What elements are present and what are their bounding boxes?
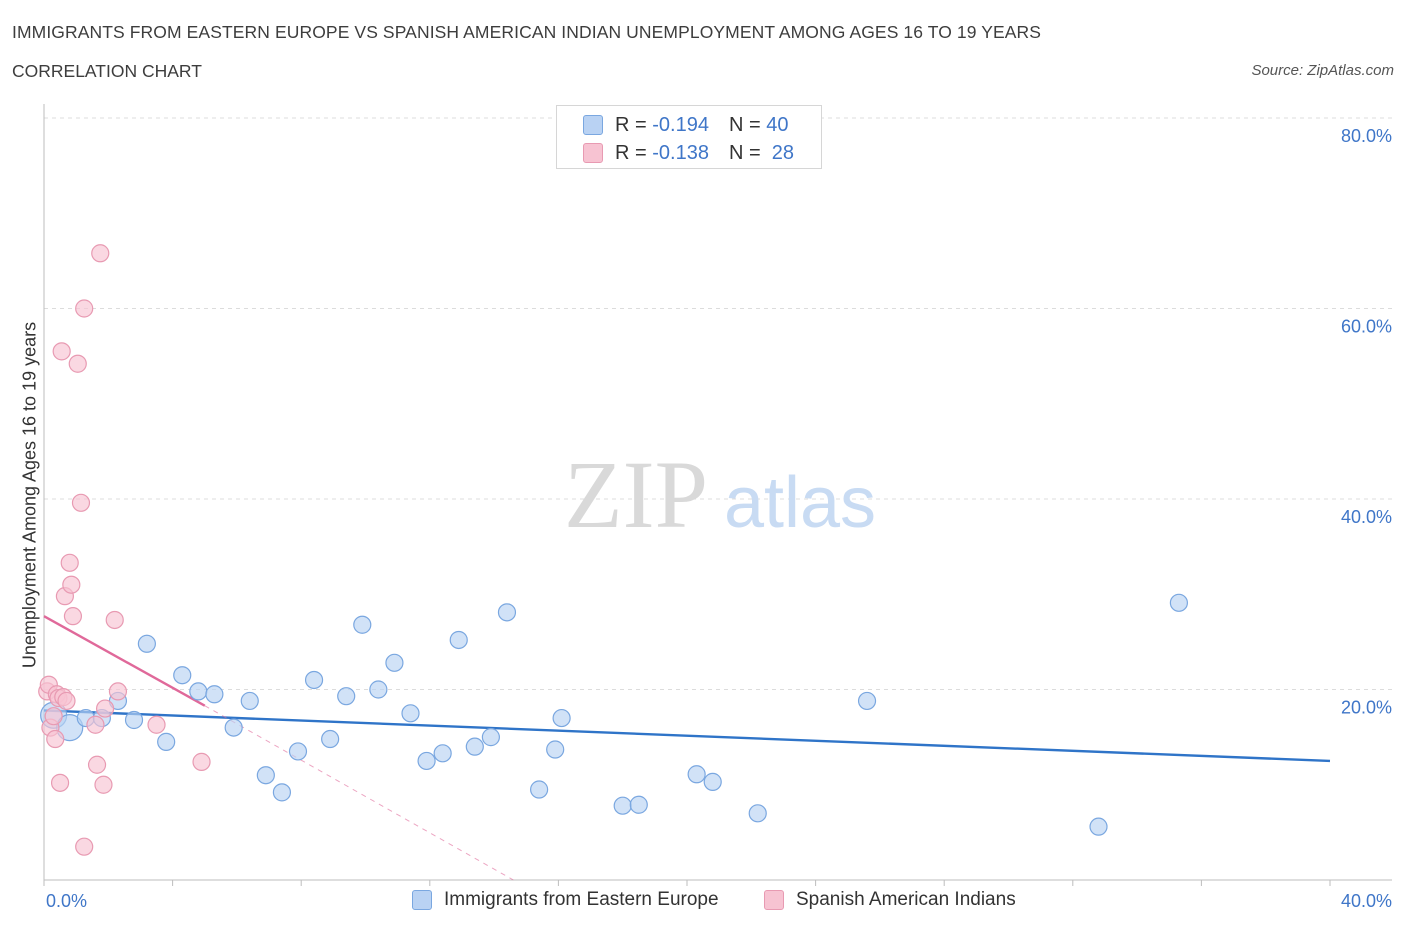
grid-lines	[44, 117, 1392, 690]
legend-row-series1: R = -0.194 N = 40	[583, 113, 788, 137]
point-spanish-american-indian	[50, 773, 70, 792]
point-eastern-europe	[272, 783, 292, 802]
point-spanish-american-indian	[147, 715, 166, 734]
point-spanish-american-indian	[62, 575, 81, 594]
point-eastern-europe	[353, 615, 372, 634]
point-eastern-europe	[552, 708, 571, 728]
point-eastern-europe	[465, 737, 484, 756]
point-eastern-europe	[205, 685, 224, 704]
point-eastern-europe	[173, 666, 192, 685]
trend-lines	[43, 615, 1331, 881]
x-tick-label-min: 0.0%	[46, 891, 87, 911]
point-eastern-europe	[157, 732, 176, 751]
point-eastern-europe	[546, 740, 565, 759]
legend-n-value-series1: 40	[766, 113, 789, 136]
legend-n-label: N =	[728, 113, 761, 136]
point-eastern-europe	[256, 766, 275, 785]
bottom-legend-series1: Immigrants from Eastern Europe	[412, 889, 719, 911]
legend-n-value-series2: 28	[771, 141, 795, 164]
point-spanish-american-indian	[95, 699, 115, 718]
y-tick-label: 60.0%	[1341, 317, 1392, 337]
point-spanish-american-indian	[91, 244, 110, 263]
tick-labels: 20.0% 40.0% 60.0% 80.0% 0.0% 40.0%	[46, 126, 1392, 911]
point-eastern-europe	[124, 710, 144, 730]
legend-swatch-pink	[583, 143, 603, 163]
trendline-spanish-american-indian-extension	[204, 705, 514, 881]
point-eastern-europe	[137, 634, 156, 653]
point-spanish-american-indian	[75, 837, 94, 856]
point-spanish-american-indian	[57, 691, 76, 711]
point-spanish-american-indian	[105, 610, 124, 630]
point-spanish-american-indian	[86, 715, 105, 734]
point-eastern-europe	[369, 680, 388, 699]
point-spanish-american-indian	[192, 752, 211, 771]
y-tick-label: 80.0%	[1341, 126, 1392, 146]
source-credit: Source: ZipAtlas.com	[1251, 62, 1394, 79]
bottom-legend-swatch-pink	[764, 890, 784, 910]
point-spanish-american-indian	[63, 607, 83, 626]
point-spanish-american-indian	[108, 682, 128, 701]
legend-r-label: R =	[615, 141, 647, 164]
point-eastern-europe	[703, 772, 722, 791]
point-spanish-american-indian	[44, 707, 63, 726]
data-points	[38, 244, 1188, 856]
correlation-legend: R = -0.194 N = 40 R = -0.138 N = 28	[556, 105, 822, 169]
point-eastern-europe	[1089, 817, 1108, 836]
chart-subtitle: CORRELATION CHART	[12, 61, 202, 81]
point-eastern-europe	[1169, 593, 1188, 612]
trendline-spanish-american-indian	[43, 615, 206, 707]
point-eastern-europe	[321, 729, 340, 749]
bottom-legend-series2: Spanish American Indians	[764, 889, 1016, 911]
point-eastern-europe	[613, 796, 632, 815]
legend-r-value-series2: -0.138	[652, 141, 709, 164]
point-eastern-europe	[530, 780, 549, 799]
point-eastern-europe	[288, 742, 308, 761]
y-tick-label: 20.0%	[1341, 698, 1392, 718]
point-spanish-american-indian	[60, 553, 79, 572]
chart-title: IMMIGRANTS FROM EASTERN EUROPE VS SPANIS…	[12, 22, 1042, 42]
watermark-atlas: atlas	[724, 463, 876, 543]
point-spanish-american-indian	[52, 342, 71, 361]
point-eastern-europe	[417, 751, 436, 771]
point-eastern-europe	[401, 704, 420, 723]
legend-swatch-blue	[583, 115, 603, 135]
legend-r-value-series1: -0.194	[652, 113, 709, 136]
bottom-legend-swatch-blue	[412, 890, 432, 910]
bottom-legend-label-series2: Spanish American Indians	[796, 889, 1016, 910]
point-eastern-europe	[481, 728, 500, 747]
point-spanish-american-indian	[94, 775, 113, 794]
point-eastern-europe	[857, 691, 877, 711]
legend-n-label: N =	[728, 141, 761, 164]
axes	[43, 104, 1392, 886]
point-eastern-europe	[189, 682, 208, 701]
watermark-zip: ZIP	[564, 441, 708, 548]
point-eastern-europe	[433, 744, 452, 763]
legend-row-series2: R = -0.138 N = 28	[583, 141, 794, 165]
trendline-eastern-europe	[43, 709, 1331, 763]
point-eastern-europe	[748, 804, 767, 823]
y-tick-label: 40.0%	[1341, 507, 1392, 527]
point-eastern-europe	[240, 691, 259, 711]
x-tick-label-max: 40.0%	[1341, 891, 1392, 911]
bottom-legend-label-series1: Immigrants from Eastern Europe	[444, 889, 719, 910]
legend-r-label: R =	[615, 113, 647, 136]
point-eastern-europe	[224, 718, 243, 737]
point-eastern-europe	[337, 687, 356, 706]
y-axis-label: Unemployment Among Ages 16 to 19 years	[19, 321, 40, 669]
point-spanish-american-indian	[87, 755, 107, 774]
point-eastern-europe	[385, 653, 404, 672]
point-spanish-american-indian	[46, 729, 65, 749]
point-spanish-american-indian	[71, 493, 91, 512]
point-eastern-europe	[304, 670, 324, 690]
point-eastern-europe	[629, 795, 648, 814]
point-eastern-europe	[449, 630, 468, 650]
point-spanish-american-indian	[68, 354, 87, 373]
point-eastern-europe	[497, 603, 517, 622]
watermark: ZIP atlas	[564, 441, 876, 548]
point-eastern-europe	[687, 765, 706, 784]
point-spanish-american-indian	[75, 299, 94, 318]
